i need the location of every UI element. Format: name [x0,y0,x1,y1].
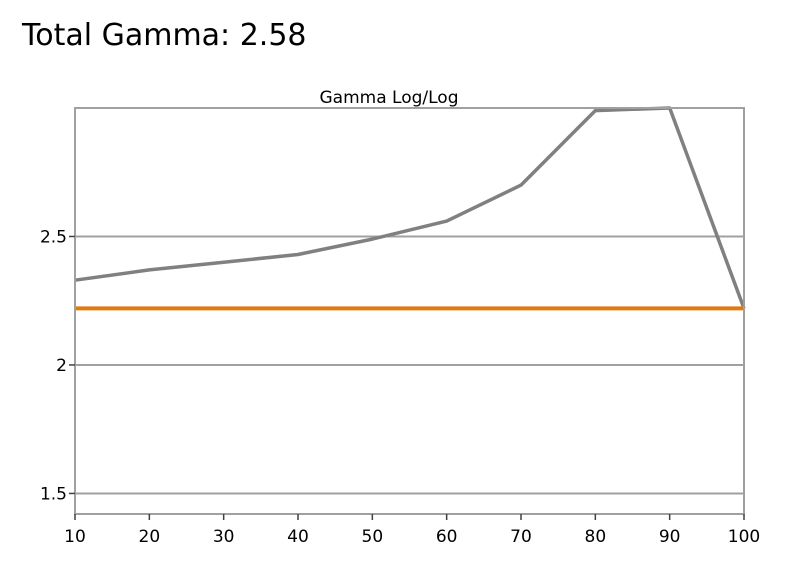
total-gamma-heading: Total Gamma: 2.58 [22,18,307,53]
x-tick-label: 20 [139,527,161,547]
y-tick-label: 1.5 [40,484,67,504]
x-tick-label: 10 [64,527,86,547]
x-tick-label: 100 [728,527,760,547]
x-tick-label: 30 [213,527,235,547]
x-tick-label: 40 [287,527,309,547]
plot-frame [74,107,745,515]
chart-title: Gamma Log/Log [320,88,459,108]
x-tick-label: 50 [362,527,384,547]
x-tick-label: 60 [436,527,458,547]
axes: 1.5 2 2.5 10 20 30 40 50 60 70 80 90 100 [40,227,760,547]
x-tick-label: 90 [659,527,681,547]
gridlines [75,235,744,495]
y-tick-label: 2 [56,356,67,376]
series-layer [74,106,746,311]
y-tick-label: 2.5 [40,227,67,247]
x-tick-label: 80 [585,527,607,547]
gamma-series-line [74,106,746,310]
x-tick-label: 70 [510,527,532,547]
